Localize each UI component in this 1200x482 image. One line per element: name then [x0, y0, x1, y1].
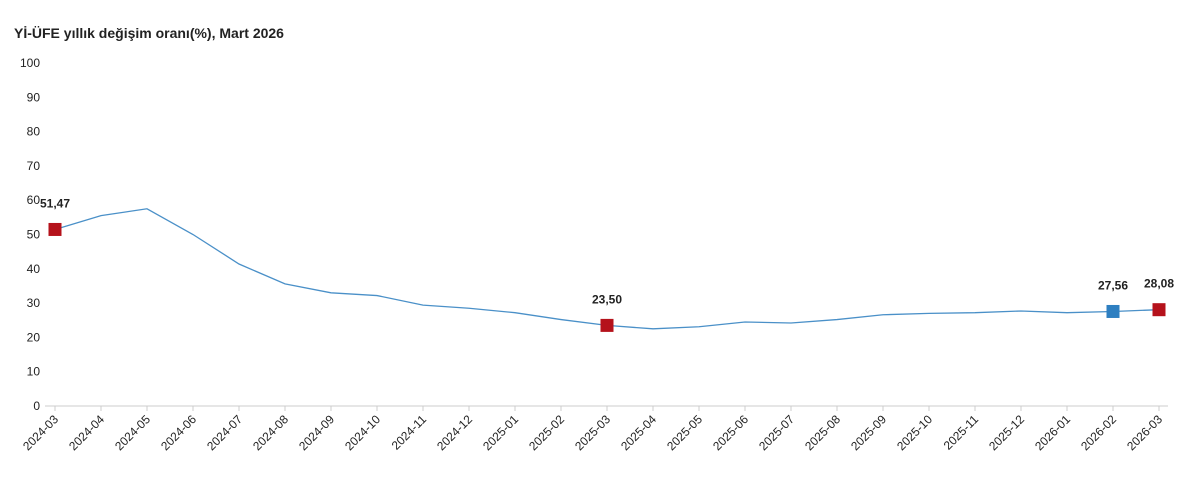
x-tick-label: 2025-08 — [802, 412, 843, 453]
y-tick-label: 70 — [27, 159, 41, 173]
y-tick-label: 40 — [27, 262, 41, 276]
value-label: 51,47 — [40, 196, 70, 210]
y-tick-label: 60 — [27, 193, 41, 207]
value-label: 27,56 — [1098, 278, 1128, 292]
y-tick-label: 100 — [20, 56, 40, 70]
y-tick-label: 30 — [27, 296, 41, 310]
x-tick-label: 2025-11 — [941, 412, 982, 453]
x-tick-label: 2024-11 — [389, 412, 430, 453]
y-tick-label: 90 — [27, 90, 41, 104]
x-tick-label: 2025-09 — [848, 412, 889, 453]
x-tick-label: 2024-06 — [158, 412, 199, 453]
x-tick-label: 2025-05 — [664, 412, 705, 453]
x-tick-label: 2025-06 — [710, 412, 751, 453]
y-tick-label: 10 — [27, 365, 41, 379]
x-tick-label: 2025-02 — [526, 412, 567, 453]
x-tick-label: 2025-04 — [618, 412, 659, 453]
y-tick-label: 50 — [27, 228, 41, 242]
y-tick-label: 80 — [27, 125, 41, 139]
marker — [1106, 304, 1120, 318]
line — [54, 208, 1160, 330]
y-tick-label: 0 — [33, 399, 40, 413]
x-tick-label: 2025-12 — [986, 412, 1027, 453]
marker — [48, 222, 62, 236]
x-tick-label: 2026-03 — [1124, 412, 1165, 453]
x-tick-label: 2024-12 — [434, 412, 475, 453]
x-tick-label: 2024-08 — [250, 412, 291, 453]
chart-title: Yİ-ÜFE yıllık değişim oranı(%), Mart 202… — [14, 25, 284, 41]
marker — [600, 318, 614, 332]
x-tick-label: 2024-05 — [112, 412, 153, 453]
x-tick-label: 2024-04 — [66, 412, 107, 453]
x-tick-label: 2024-09 — [296, 412, 337, 453]
value-label: 28,08 — [1144, 277, 1174, 291]
x-tick-label: 2026-02 — [1078, 412, 1119, 453]
x-tick-label: 2025-03 — [572, 412, 613, 453]
x-tick-label: 2024-03 — [20, 412, 61, 453]
x-tick-label: 2025-01 — [480, 412, 521, 453]
marker — [1152, 303, 1166, 317]
x-tick-label: 2025-10 — [894, 412, 935, 453]
x-tick-label: 2025-07 — [756, 412, 797, 453]
value-label: 23,50 — [592, 292, 622, 306]
y-tick-label: 20 — [27, 330, 41, 344]
x-tick-label: 2026-01 — [1032, 412, 1073, 453]
x-tick-label: 2024-10 — [342, 412, 383, 453]
x-tick-label: 2024-07 — [204, 412, 245, 453]
